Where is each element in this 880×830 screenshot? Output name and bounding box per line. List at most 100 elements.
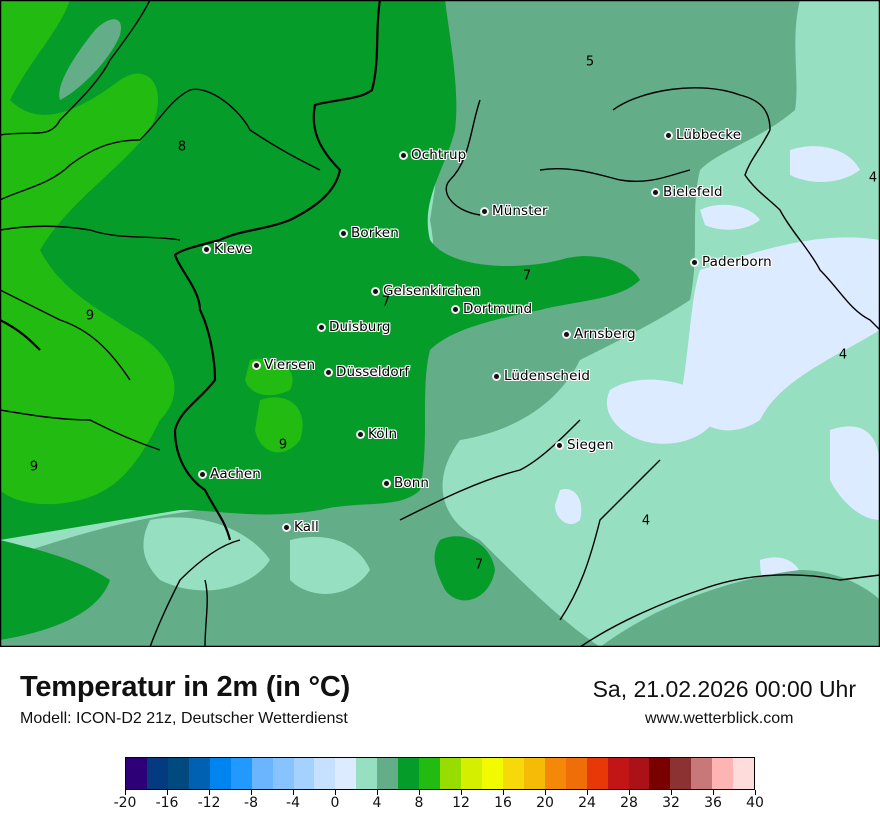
city-label: Arnsberg bbox=[574, 326, 636, 342]
legend-color-segment bbox=[356, 758, 378, 789]
city-dot-icon bbox=[358, 431, 363, 437]
city-marker[interactable]: Lübbecke bbox=[666, 127, 741, 143]
contour-value-label: 4 bbox=[641, 513, 651, 529]
city-dot-icon bbox=[373, 288, 378, 294]
map-title: Temperatur in 2m (in °C) bbox=[20, 671, 351, 703]
city-marker[interactable]: Düsseldorf bbox=[326, 364, 409, 380]
city-dot-icon bbox=[692, 259, 697, 265]
website-link[interactable]: www.wetterblick.com bbox=[645, 710, 794, 727]
city-marker[interactable]: Münster bbox=[482, 203, 548, 219]
legend-tick-mark bbox=[250, 790, 252, 795]
legend-color-segment bbox=[523, 758, 545, 789]
city-label: Aachen bbox=[210, 466, 261, 482]
legend-tick-label: 36 bbox=[704, 795, 722, 811]
legend-tick-label: 20 bbox=[536, 795, 554, 811]
legend-tick-mark bbox=[586, 790, 588, 795]
contour-value-label: 7 bbox=[522, 268, 532, 284]
city-marker[interactable]: Borken bbox=[341, 225, 399, 241]
city-marker[interactable]: Duisburg bbox=[319, 319, 391, 335]
legend-color-segment bbox=[230, 758, 252, 789]
city-label: Dortmund bbox=[463, 301, 533, 317]
legend-tick-mark bbox=[292, 790, 294, 795]
city-dot-icon bbox=[482, 208, 487, 214]
city-marker[interactable]: Aachen bbox=[200, 466, 261, 482]
legend-color-segment bbox=[440, 758, 461, 789]
city-marker[interactable]: Ochtrup bbox=[401, 147, 466, 163]
legend-color-segment bbox=[335, 758, 357, 789]
contour-value-label: 5 bbox=[585, 54, 595, 70]
legend-tick-mark bbox=[460, 790, 462, 795]
legend-tick-mark bbox=[670, 790, 672, 795]
legend-color-segment bbox=[188, 758, 210, 789]
legend-color-segment bbox=[586, 758, 608, 789]
legend-color-segment bbox=[691, 758, 713, 789]
model-info: Modell: ICON-D2 21z, Deutscher Wetterdie… bbox=[20, 710, 348, 727]
city-marker[interactable]: Gelsenkirchen bbox=[373, 283, 480, 299]
contour-value-label: 8 bbox=[177, 139, 187, 155]
city-marker[interactable]: Bielefeld bbox=[653, 184, 723, 200]
legend-tick-mark bbox=[418, 790, 420, 795]
city-dot-icon bbox=[564, 331, 569, 337]
city-dot-icon bbox=[204, 246, 209, 252]
legend-color-segment bbox=[209, 758, 231, 789]
city-label: Kall bbox=[294, 519, 319, 535]
legend-tick-label: 28 bbox=[620, 795, 638, 811]
legend-tick-label: 0 bbox=[330, 795, 340, 811]
city-marker[interactable]: Arnsberg bbox=[564, 326, 636, 342]
legend-color-segment bbox=[146, 758, 168, 789]
legend-tick-mark bbox=[124, 790, 126, 795]
contour-value-label: 9 bbox=[85, 308, 95, 324]
city-marker[interactable]: Viersen bbox=[254, 357, 315, 373]
legend-color-segment bbox=[461, 758, 482, 789]
contour-value-label: 4 bbox=[868, 170, 878, 186]
legend-tick-label: -16 bbox=[155, 795, 179, 811]
city-dot-icon bbox=[666, 132, 671, 138]
city-marker[interactable]: Lüdenscheid bbox=[494, 368, 590, 384]
legend-color-segment bbox=[565, 758, 587, 789]
city-dot-icon bbox=[326, 369, 331, 375]
legend-color-segment bbox=[293, 758, 315, 789]
contour-value-label: 4 bbox=[838, 347, 848, 363]
legend-color-segment bbox=[398, 758, 420, 789]
legend-tick-mark bbox=[754, 790, 756, 795]
city-marker[interactable]: Köln bbox=[358, 426, 397, 442]
city-label: Düsseldorf bbox=[336, 364, 410, 380]
legend-tick-mark bbox=[166, 790, 168, 795]
city-label: Bonn bbox=[394, 475, 430, 491]
legend-color-segment bbox=[628, 758, 650, 789]
legend-tick-label: 40 bbox=[746, 795, 764, 811]
legend-color-segment bbox=[544, 758, 566, 789]
legend-color-segment bbox=[272, 758, 294, 789]
city-dot-icon bbox=[319, 324, 324, 330]
legend-tick-label: 4 bbox=[372, 795, 382, 811]
city-label: Gelsenkirchen bbox=[383, 283, 481, 299]
legend-tick-label: -8 bbox=[244, 795, 258, 811]
city-label: Duisburg bbox=[329, 319, 391, 335]
city-marker[interactable]: Bonn bbox=[384, 475, 429, 491]
legend-tick-mark bbox=[628, 790, 630, 795]
legend-color-segment bbox=[419, 758, 441, 789]
city-marker[interactable]: Kall bbox=[284, 519, 319, 535]
city-label: Borken bbox=[351, 225, 399, 241]
legend-color-segment bbox=[607, 758, 629, 789]
valid-datetime: Sa, 21.02.2026 00:00 Uhr bbox=[592, 676, 856, 702]
legend-tick-mark bbox=[544, 790, 546, 795]
contour-value-label: 9 bbox=[278, 437, 288, 453]
legend-tick-mark bbox=[208, 790, 210, 795]
city-label: Lüdenscheid bbox=[504, 368, 591, 384]
legend-color-segment bbox=[733, 758, 755, 789]
city-marker[interactable]: Kleve bbox=[204, 241, 252, 257]
city-dot-icon bbox=[200, 471, 205, 477]
city-dot-icon bbox=[384, 480, 389, 486]
city-marker[interactable]: Dortmund bbox=[453, 301, 532, 317]
city-dot-icon bbox=[653, 189, 658, 195]
temperature-map[interactable]: Ochtrup Lübbecke Bielefeld Münster Borken Kle… bbox=[0, 0, 880, 647]
city-label: Kleve bbox=[214, 241, 252, 257]
legend-color-segment bbox=[649, 758, 671, 789]
city-marker[interactable]: Siegen bbox=[557, 437, 614, 453]
city-marker[interactable]: Paderborn bbox=[692, 254, 772, 270]
map-canvas bbox=[0, 0, 880, 647]
legend-color-segment bbox=[126, 758, 147, 789]
city-label: Siegen bbox=[567, 437, 614, 453]
legend-color-segment bbox=[167, 758, 189, 789]
